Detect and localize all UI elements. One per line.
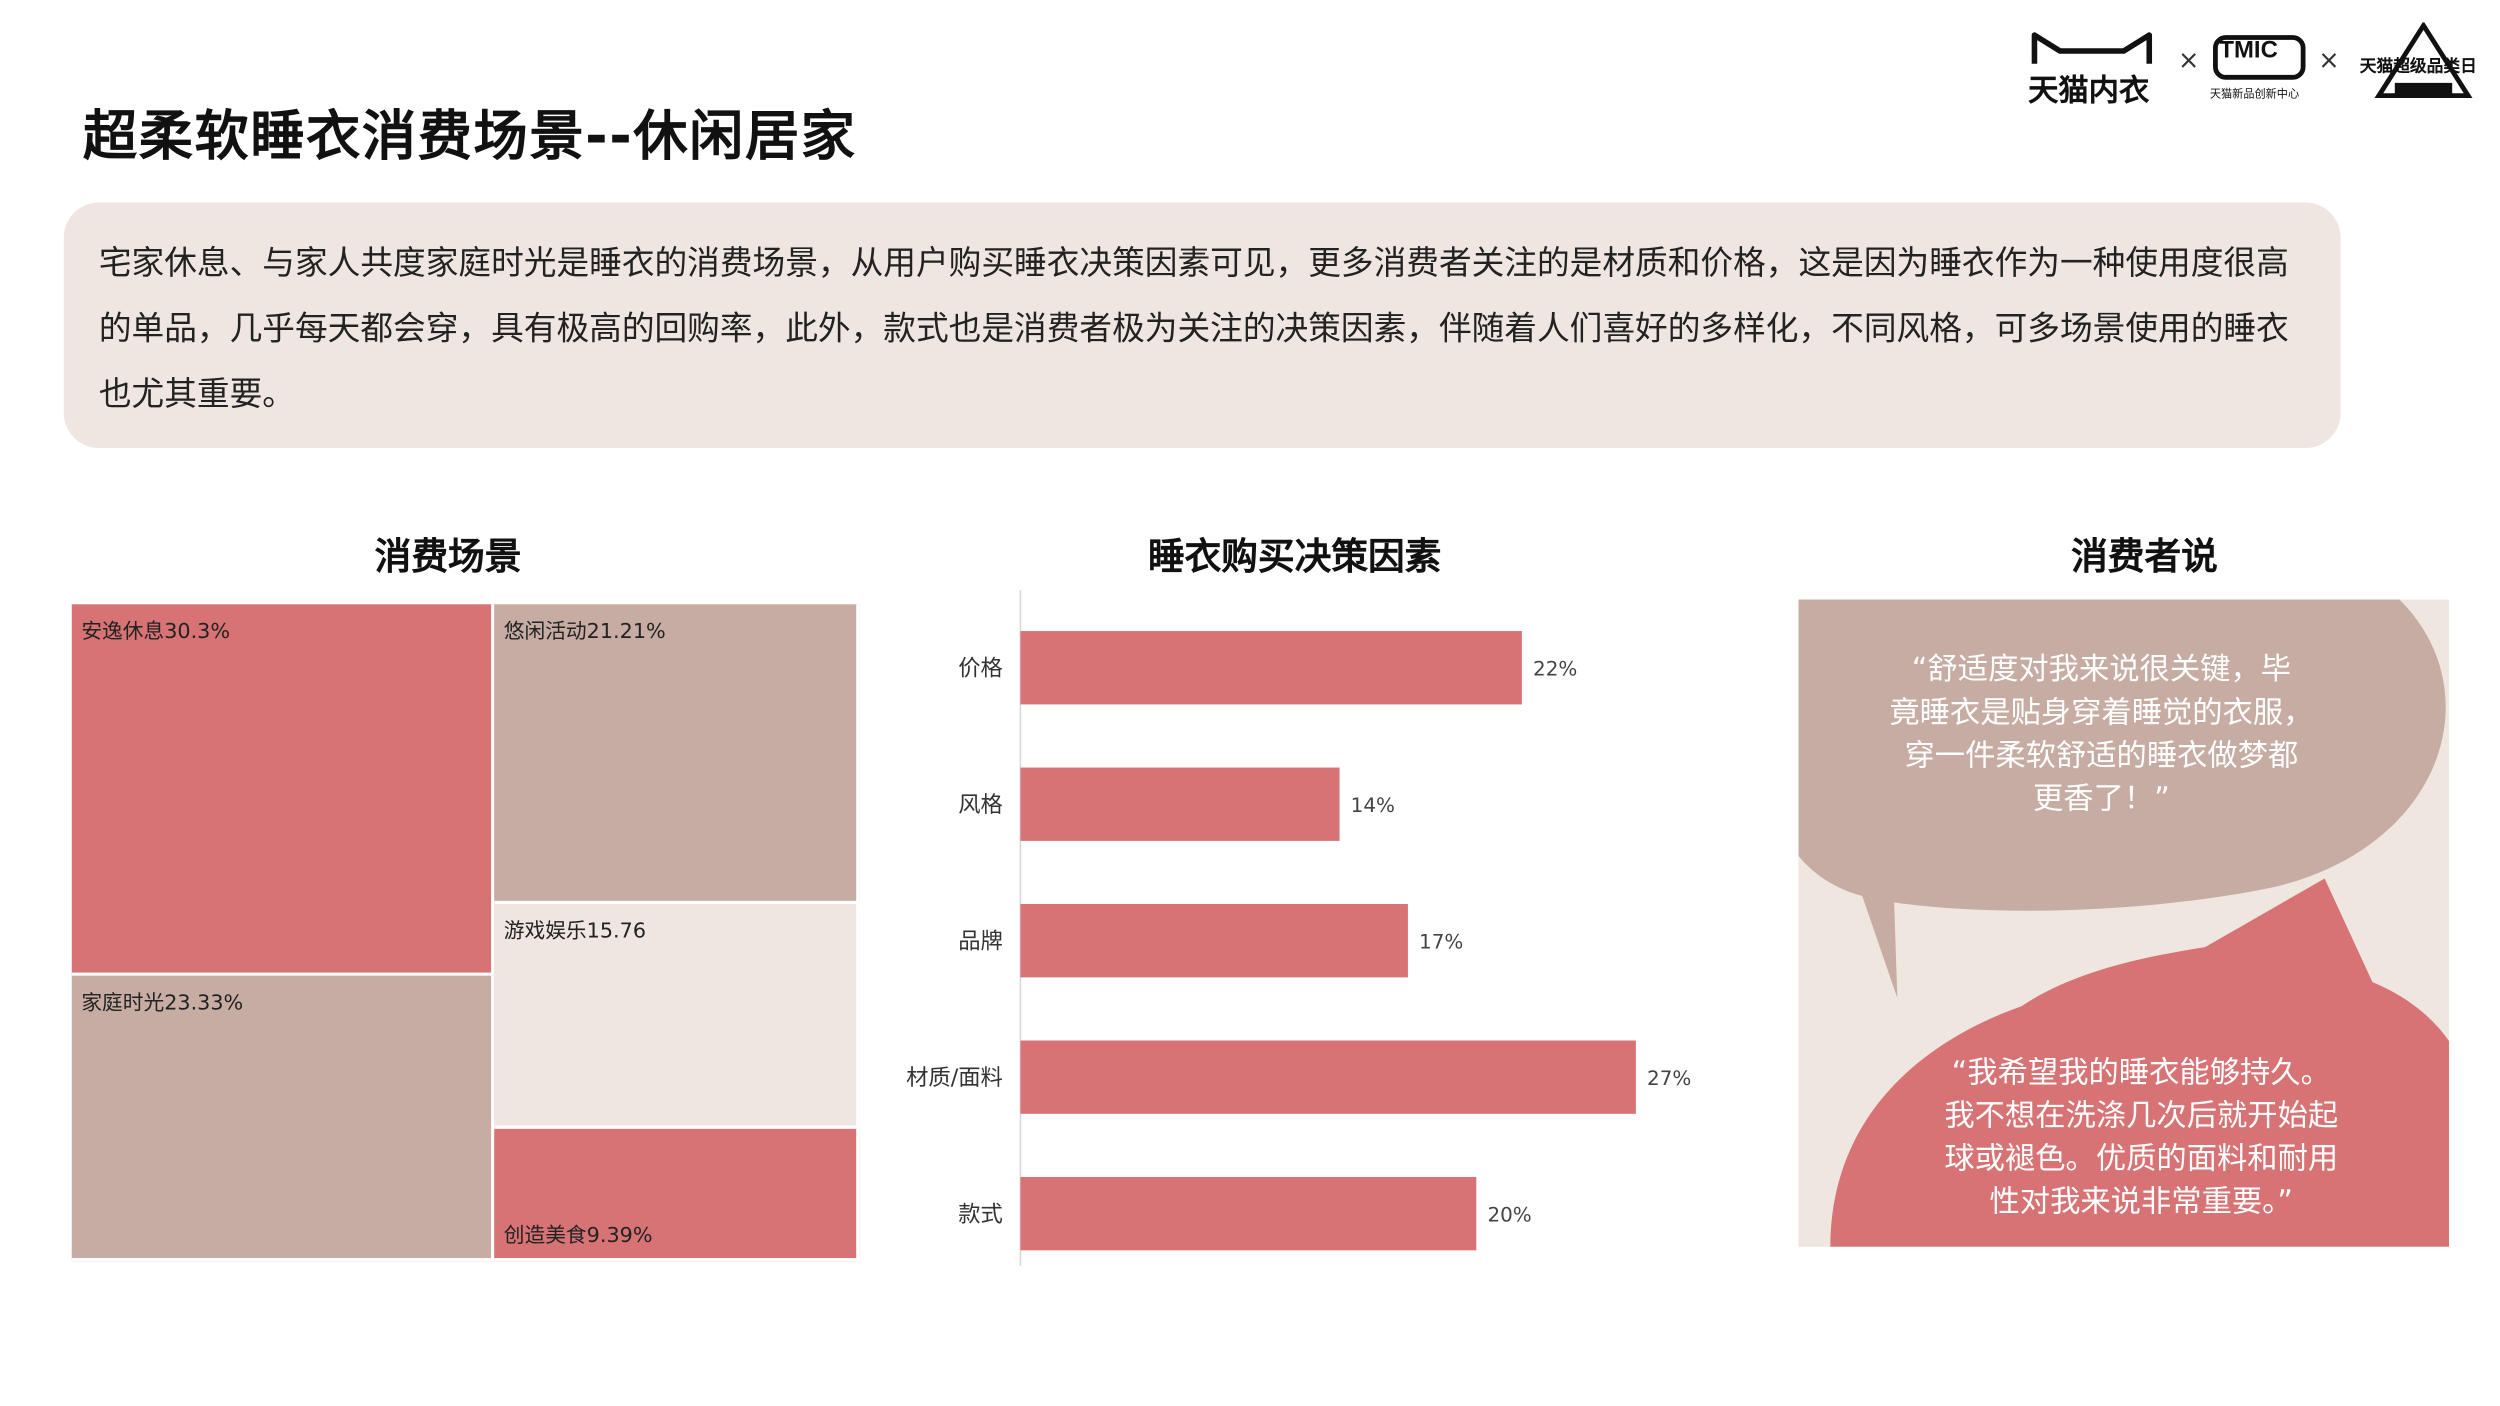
bar <box>1020 631 1522 705</box>
tmall-underwear-text: 天猫内衣 <box>2028 73 2150 109</box>
value-label: 22% <box>1533 658 1577 681</box>
bar <box>1020 1176 1477 1251</box>
value-label: 17% <box>1419 931 1463 954</box>
quote-line: “舒适度对我来说很关键，毕 <box>1911 652 2292 688</box>
quote-line: 我不想在洗涤几次后就开始起 <box>1944 1098 2339 1134</box>
treemap-cell: 安逸休息30.3% <box>71 604 495 976</box>
treemap-cell: 游戏娱乐15.76 <box>494 904 860 1129</box>
quote-line: 更香了！” <box>2032 781 2170 817</box>
quote-comfort: “舒适度对我来说很关键，毕 竟睡衣是贴身穿着睡觉的衣服， 穿一件柔软舒适的睡衣做梦都… <box>1798 649 2404 821</box>
category-label: 材质/面料 <box>906 1065 1003 1091</box>
logo-separator: × <box>2177 44 2200 75</box>
super-category-day-text: 天猫超级品类日 <box>2359 57 2477 77</box>
speech-bubbles <box>1798 599 2449 1247</box>
bar <box>1020 1040 1636 1114</box>
tmic-subtitle: 天猫新品创新中心 <box>2209 87 2300 101</box>
category-label: 款式 <box>958 1202 1003 1228</box>
tmall-underwear-logo: 天猫内衣 <box>2025 32 2168 108</box>
section-title-factors: 睡衣购买决策因素 <box>1147 537 1442 579</box>
treemap-chart: 安逸休息30.3% 家庭时光23.33% 悠闲活动21.21% 游戏娱乐15.76 创造… <box>71 604 860 1262</box>
treemap-cell: 家庭时光23.33% <box>71 975 495 1262</box>
treemap-cell: 创造美食9.39% <box>494 1128 860 1262</box>
category-label: 风格 <box>958 792 1003 818</box>
speech-bubble-top <box>1798 599 2446 999</box>
treemap-cell: 悠闲活动21.21% <box>494 604 860 905</box>
value-label: 20% <box>1487 1204 1531 1227</box>
quote-line: 性对我来说非常重要。” <box>1989 1184 2294 1220</box>
speech-bubble-bottom <box>1830 878 2449 1247</box>
category-label: 品牌 <box>958 929 1003 955</box>
value-label: 27% <box>1647 1067 1691 1090</box>
quote-line: 竟睡衣是贴身穿着睡觉的衣服， <box>1889 695 2314 731</box>
treemap-label: 创造美食9.39% <box>503 1224 653 1249</box>
consumer-voices-panel: “舒适度对我来说很关键，毕 竟睡衣是贴身穿着睡觉的衣服， 穿一件柔软舒适的睡衣做梦都… <box>1798 599 2449 1247</box>
value-label: 14% <box>1351 794 1395 817</box>
quote-line: 穿一件柔软舒适的睡衣做梦都 <box>1904 738 2299 774</box>
intro-panel: 宅家休息、与家人共度家庭时光是睡衣的消费场景，从用户购买睡衣决策因素可见，更多消… <box>63 202 2341 449</box>
tmic-frame <box>2213 35 2306 80</box>
quote-line: 球或褪色。优质的面料和耐用 <box>1944 1141 2339 1177</box>
treemap-label: 游戏娱乐15.76 <box>503 920 647 945</box>
treemap-label: 悠闲活动21.21% <box>503 620 666 645</box>
intro-text: 宅家休息、与家人共度家庭时光是睡衣的消费场景，从用户购买睡衣决策因素可见，更多消… <box>98 243 2289 413</box>
super-category-day-logo: 天猫超级品类日 <box>2360 22 2488 99</box>
logo-separator: × <box>2318 44 2340 75</box>
section-title-scenes: 消费场景 <box>374 537 522 579</box>
category-label: 价格 <box>958 656 1003 682</box>
triangle-icon <box>2374 22 2473 99</box>
tmic-text: TMIC <box>2219 36 2278 64</box>
section-title-voices: 消费者说 <box>2071 537 2218 579</box>
bar <box>1020 904 1408 978</box>
treemap-label: 安逸休息30.3% <box>81 620 231 645</box>
treemap-label: 家庭时光23.33% <box>81 991 244 1016</box>
bar <box>1020 767 1340 841</box>
partner-logos: 天猫内衣 × TMIC 天猫新品创新中心 × 天猫超级品类日 <box>2025 22 2488 108</box>
quote-durability: “我希望我的睡衣能够持久。 我不想在洗涤几次后就开始起 球或褪色。优质的面料和耐用性… <box>1830 1052 2449 1224</box>
page-title: 超柔软睡衣消费场景--休闲居家 <box>82 105 857 170</box>
cat-ears-icon <box>2031 32 2153 64</box>
quote-line: “我希望我的睡衣能够持久。 <box>1951 1055 2331 1091</box>
tmic-logo: TMIC 天猫新品创新中心 <box>2209 26 2306 101</box>
factors-bar-chart: 价格 22% 风格 14% 品牌 17% 材质/面料 27% 款式 20% <box>906 589 1691 1266</box>
